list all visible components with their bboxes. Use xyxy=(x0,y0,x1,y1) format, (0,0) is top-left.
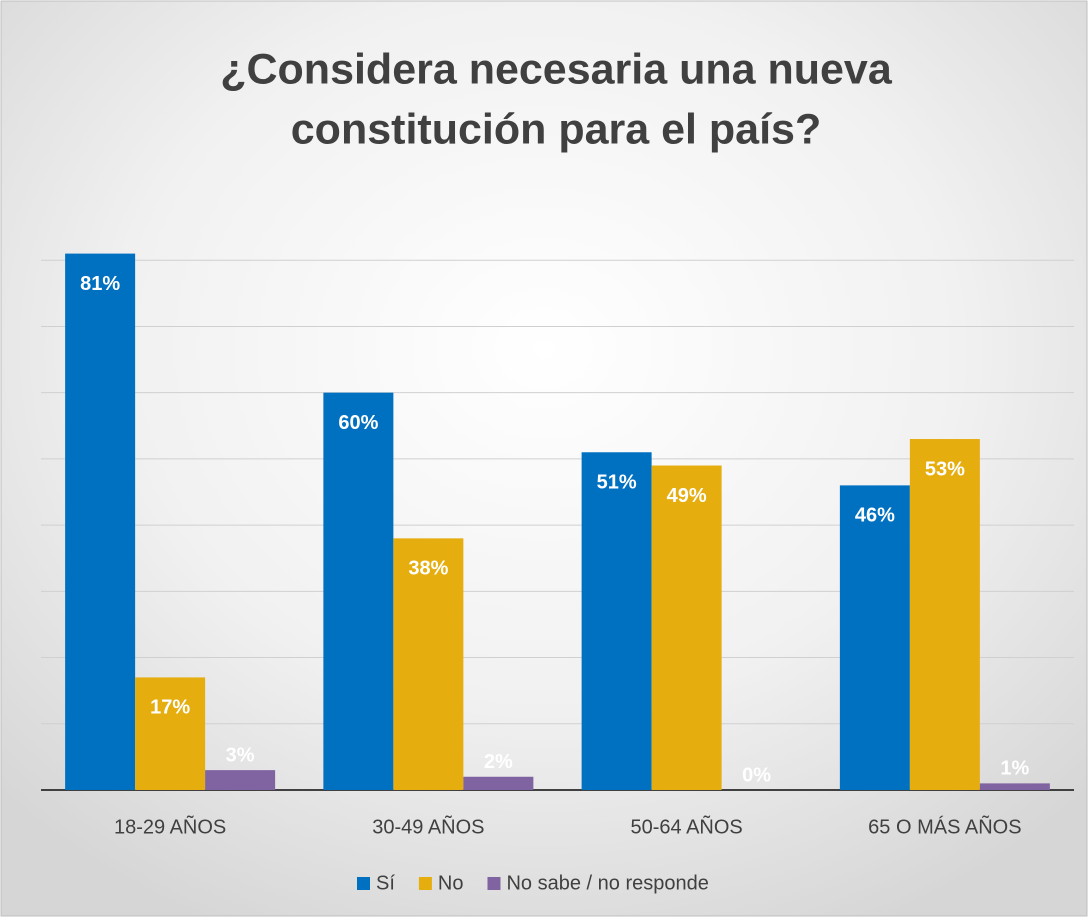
bar xyxy=(651,465,722,790)
bar xyxy=(393,538,464,790)
data-label: 3% xyxy=(226,744,255,766)
chart-title: ¿Considera necesaria una nueva xyxy=(220,45,893,93)
bar xyxy=(323,392,394,790)
data-label: 51% xyxy=(597,472,637,494)
legend-label: No sabe / no responde xyxy=(506,872,708,894)
legend-label: No xyxy=(438,872,464,894)
legend-swatch xyxy=(418,877,432,890)
legend-swatch xyxy=(357,877,370,890)
data-label: 2% xyxy=(484,751,513,773)
data-label: 17% xyxy=(150,697,190,719)
data-label: 53% xyxy=(925,458,965,480)
data-label: 0% xyxy=(742,764,771,786)
x-tick-label: 50-64 AÑOS xyxy=(630,814,742,838)
data-label: 46% xyxy=(855,505,895,527)
chart-title: constitución para el país? xyxy=(291,105,821,153)
data-label: 38% xyxy=(408,558,448,580)
x-tick-label: 65 O MÁS AÑOS xyxy=(868,814,1021,838)
bar xyxy=(839,485,910,790)
legend-label: Sí xyxy=(376,872,395,894)
x-tick-label: 30-49 AÑOS xyxy=(372,814,484,838)
legend-swatch xyxy=(487,877,501,890)
bar xyxy=(909,439,980,790)
data-label: 1% xyxy=(1000,758,1029,780)
data-label: 81% xyxy=(80,273,120,295)
bar xyxy=(135,677,206,790)
bar xyxy=(979,783,1050,790)
data-label: 49% xyxy=(667,485,707,507)
bar xyxy=(65,253,136,791)
x-tick-label: 18-29 AÑOS xyxy=(114,814,226,838)
bar xyxy=(205,770,276,790)
bar xyxy=(463,776,534,790)
bar xyxy=(581,452,652,790)
data-label: 60% xyxy=(338,412,378,434)
